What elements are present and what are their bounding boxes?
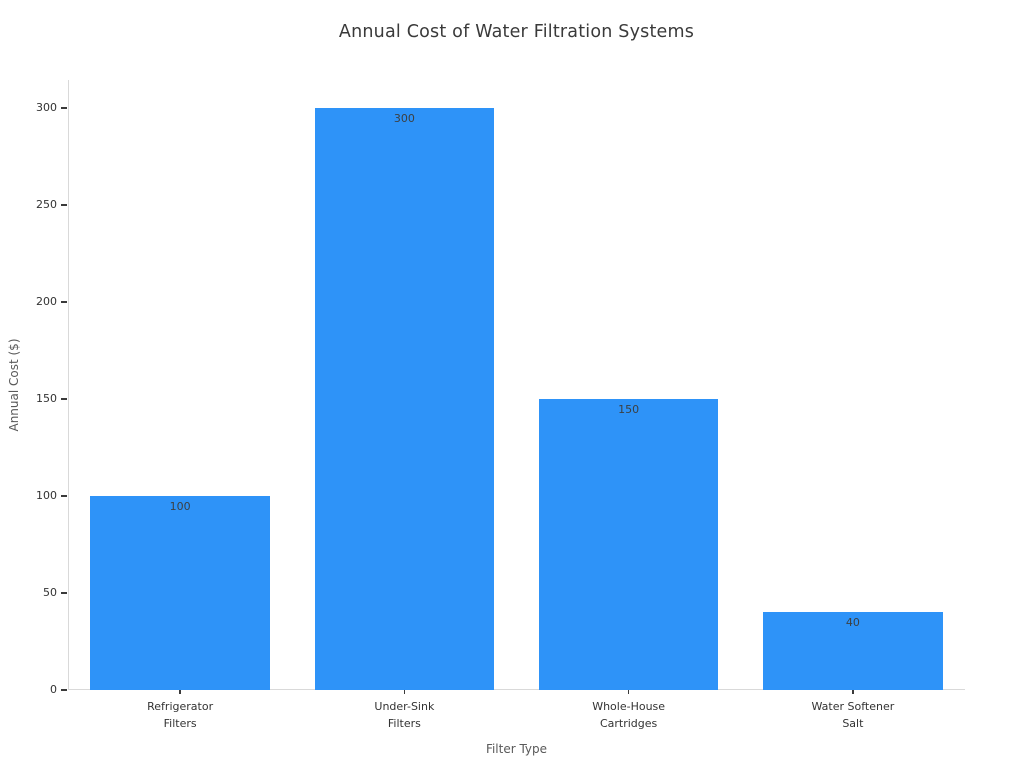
- bar-1: 300: [314, 108, 495, 690]
- x-tick-label: Under-Sink Filters: [374, 700, 435, 730]
- y-tick-mark: [61, 495, 67, 497]
- y-tick-mark: [61, 689, 67, 691]
- x-tick-mark: [852, 690, 854, 694]
- x-tick-label: Refrigerator Filters: [147, 700, 214, 730]
- bar-0: 100: [90, 496, 270, 690]
- bar-3: 40: [763, 612, 943, 690]
- bar-value-label: 100: [169, 500, 191, 513]
- y-tick-label: 100: [36, 489, 57, 502]
- bar-2: 150: [538, 399, 719, 690]
- x-tick-label: Water Softener Salt: [811, 700, 895, 730]
- y-tick-mark: [61, 301, 67, 303]
- y-tick-mark: [61, 204, 67, 206]
- y-tick-label: 250: [36, 198, 57, 211]
- y-tick-label: 200: [36, 295, 57, 308]
- y-axis-line: [68, 80, 69, 690]
- y-tick-label: 300: [36, 101, 57, 114]
- y-tick-mark: [61, 592, 67, 594]
- y-tick-label: 50: [43, 586, 57, 599]
- bar-value-label: 40: [845, 616, 860, 630]
- x-tick-mark: [627, 690, 630, 694]
- x-tick-mark: [403, 690, 406, 694]
- x-tick-mark: [179, 690, 181, 694]
- chart-title: Annual Cost of Water Filtration Systems: [338, 22, 695, 42]
- y-tick-mark: [61, 398, 67, 400]
- y-tick-mark: [61, 107, 67, 109]
- x-tick-label: Whole-House Cartridges: [592, 700, 666, 730]
- y-tick-label: 150: [36, 392, 57, 405]
- x-axis-title: Filter Type: [485, 742, 548, 756]
- x-axis-line: [68, 689, 965, 690]
- bar-value-label: 300: [393, 112, 415, 125]
- bar-value-label: 150: [618, 403, 640, 416]
- y-tick-label: 0: [50, 683, 57, 696]
- plot-area: 100 300 150 40 0 50 100 150 200 250 300 Refrigera…: [36, 80, 965, 730]
- y-axis-title: Annual Cost ($): [7, 338, 21, 432]
